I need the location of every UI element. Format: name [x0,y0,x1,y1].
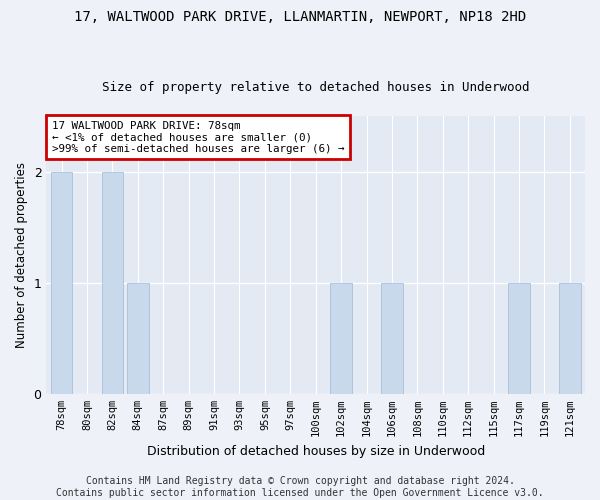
Bar [51,172,73,394]
Bar [127,283,149,394]
Bar [508,283,530,394]
Bar [331,283,352,394]
Text: 17, WALTWOOD PARK DRIVE, LLANMARTIN, NEWPORT, NP18 2HD: 17, WALTWOOD PARK DRIVE, LLANMARTIN, NEW… [74,10,526,24]
Title: Size of property relative to detached houses in Underwood: Size of property relative to detached ho… [102,82,529,94]
Bar [381,283,403,394]
X-axis label: Distribution of detached houses by size in Underwood: Distribution of detached houses by size … [146,444,485,458]
Bar [101,172,123,394]
Y-axis label: Number of detached properties: Number of detached properties [15,162,28,348]
Text: Contains HM Land Registry data © Crown copyright and database right 2024.
Contai: Contains HM Land Registry data © Crown c… [56,476,544,498]
Text: 17 WALTWOOD PARK DRIVE: 78sqm
← <1% of detached houses are smaller (0)
>99% of s: 17 WALTWOOD PARK DRIVE: 78sqm ← <1% of d… [52,120,344,154]
Bar [559,283,581,394]
